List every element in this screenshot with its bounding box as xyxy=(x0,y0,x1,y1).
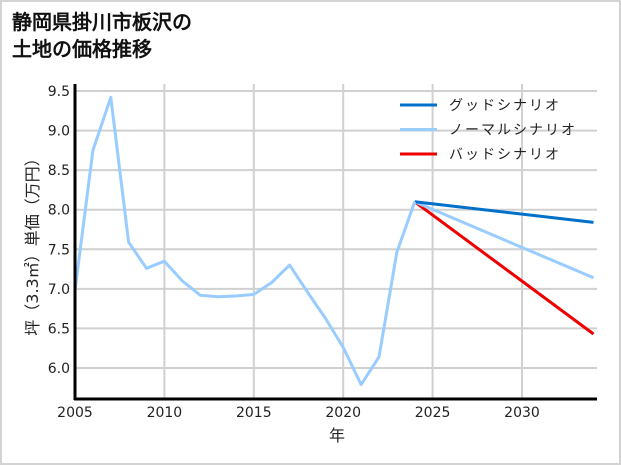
chart-title: 静岡県掛川市板沢の 土地の価格推移 xyxy=(12,9,192,63)
x-tick-label: 2010 xyxy=(147,405,183,421)
x-tick-label: 2015 xyxy=(236,405,272,421)
y-tick-label: 8.0 xyxy=(48,203,70,219)
y-tick-label: 6.0 xyxy=(48,361,70,377)
x-tick-label: 2025 xyxy=(415,405,451,421)
scenario-line xyxy=(414,200,595,280)
y-tick-label: 7.0 xyxy=(48,282,70,298)
legend-label: バッドシナリオ xyxy=(449,147,561,163)
y-tick-label: 6.5 xyxy=(48,321,70,337)
x-tick-label: 2005 xyxy=(57,405,93,421)
chart-title-line1: 静岡県掛川市板沢の xyxy=(12,10,192,34)
scenario-line xyxy=(414,200,594,224)
legend-label: グッドシナリオ xyxy=(449,98,561,114)
y-tick-label: 8.5 xyxy=(48,163,70,179)
x-axis-label: 年 xyxy=(329,426,345,445)
y-tick-label: 7.5 xyxy=(48,242,70,258)
axes xyxy=(73,84,597,401)
historical-line xyxy=(73,95,417,387)
grid-lines xyxy=(74,84,597,399)
x-axis-ticks: 2005 2010 2015 2020 2025 2030 xyxy=(57,405,540,421)
y-axis-ticks: 6.0 6.5 7.0 7.5 8.0 8.5 9.0 9.5 xyxy=(48,84,70,377)
scenario-line xyxy=(413,200,595,336)
y-axis-label: 坪（3.3㎡）単価（万円） xyxy=(23,150,42,335)
data-lines xyxy=(73,95,595,387)
x-tick-label: 2020 xyxy=(325,405,361,421)
y-tick-label: 9.0 xyxy=(48,124,70,140)
x-tick-label: 2030 xyxy=(504,405,540,421)
chart-title-line2: 土地の価格推移 xyxy=(12,37,152,61)
legend-label: ノーマルシナリオ xyxy=(449,123,577,139)
y-tick-label: 9.5 xyxy=(48,84,70,100)
